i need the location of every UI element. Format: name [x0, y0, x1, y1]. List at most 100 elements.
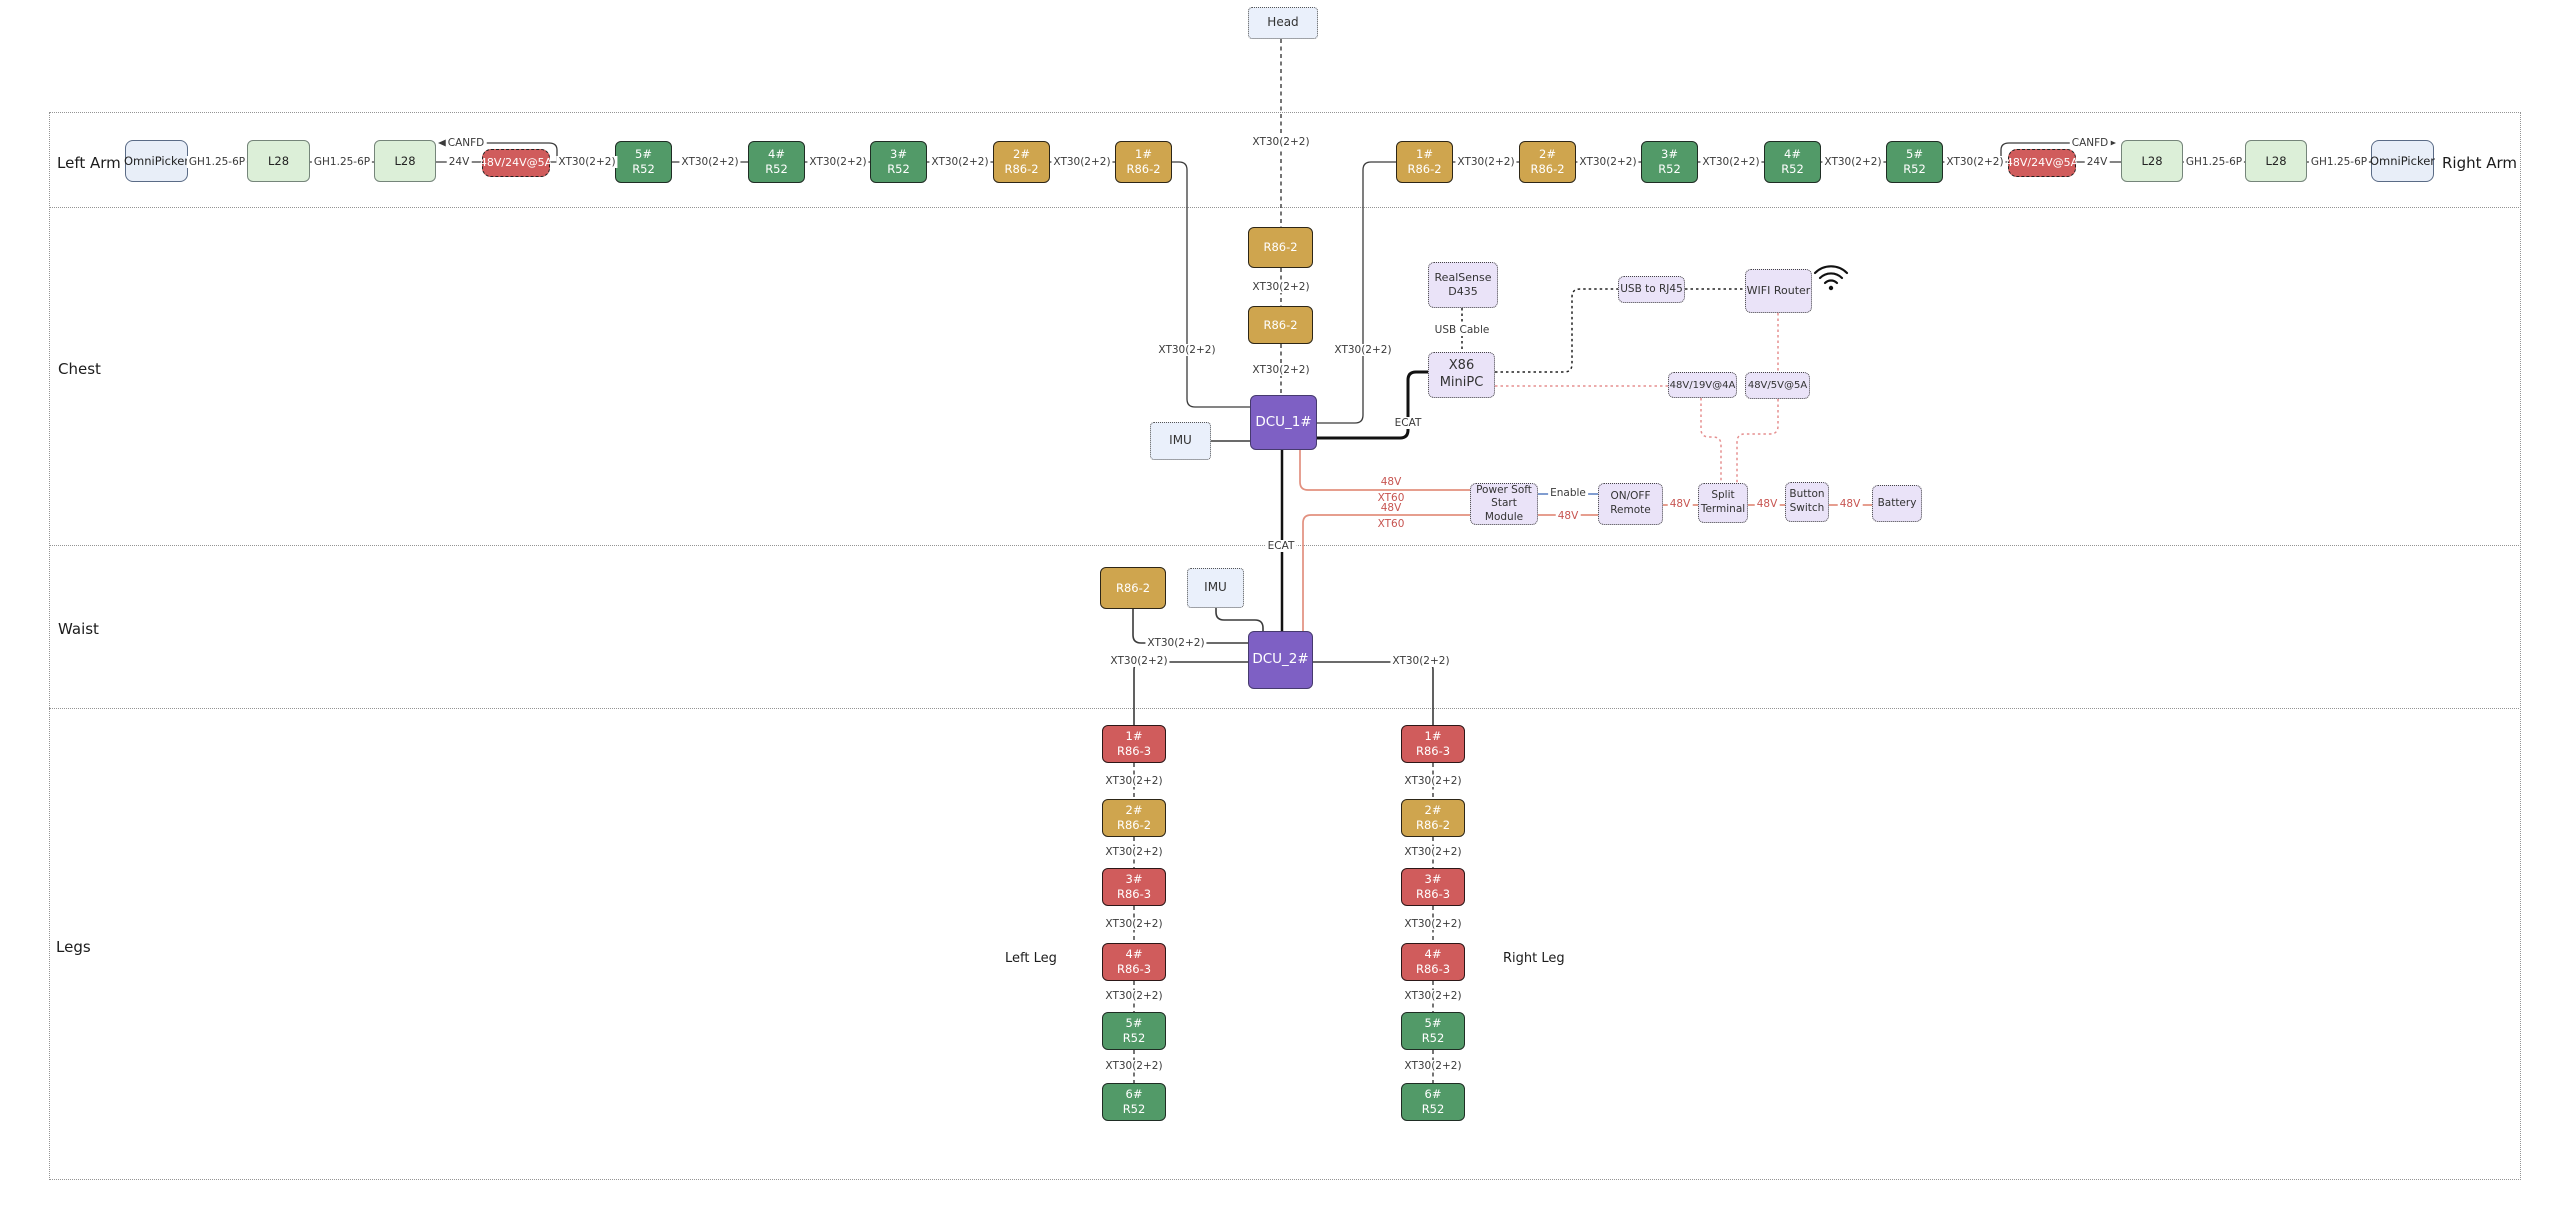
- link-label-gh: GH1.25-6P: [311, 156, 373, 168]
- node-dcdc-19v: 48V/19V@4A: [1668, 372, 1737, 398]
- node-left-leg-motor-2: 2# R86-2: [1102, 799, 1166, 837]
- node-realsense-d435: RealSense D435: [1428, 262, 1498, 308]
- canfd-arrow-left: [438, 138, 448, 148]
- link-label-gh: GH1.25-6P: [2308, 156, 2370, 168]
- link-label-xt30: XT30(2+2): [1822, 156, 1884, 168]
- link-label-xt30: XT30(2+2): [1250, 281, 1312, 293]
- link-label-xt30: XT30(2+2): [1402, 775, 1464, 787]
- node-right-arm-motor-4: 4# R52: [1764, 141, 1821, 183]
- node-right-leg-motor-6: 6# R52: [1401, 1083, 1465, 1121]
- node-split-terminal: Split Terminal: [1698, 483, 1748, 523]
- link-label-xt30: XT30(2+2): [1051, 156, 1113, 168]
- node-right-gripper-l28-2: L28: [2245, 140, 2307, 182]
- section-label-left-arm: Left Arm: [57, 154, 121, 172]
- node-right-gripper-l28-1: L28: [2121, 140, 2183, 182]
- node-left-arm-motor-4: 4# R52: [748, 141, 805, 183]
- power-dotted-lines: [1495, 313, 1779, 483]
- node-head: Head: [1248, 7, 1318, 39]
- node-button-switch: Button Switch: [1785, 482, 1829, 522]
- section-label-waist: Waist: [58, 620, 99, 638]
- section-label-right-arm: Right Arm: [2442, 154, 2518, 172]
- node-usb-to-rj45: USB to RJ45: [1618, 276, 1685, 303]
- node-right-arm-motor-2: 2# R86-2: [1519, 141, 1576, 183]
- link-label-xt30: XT30(2+2): [1103, 775, 1165, 787]
- node-wifi-router: WIFI Router: [1745, 269, 1812, 313]
- node-onoff-remote: ON/OFF Remote: [1598, 483, 1663, 525]
- link-label-xt30: XT30(2+2): [1250, 136, 1312, 148]
- link-label-canfd: CANFD: [2069, 137, 2111, 149]
- node-left-leg-motor-6: 6# R52: [1102, 1083, 1166, 1121]
- section-label-chest: Chest: [58, 360, 101, 378]
- link-label-xt30: XT30(2+2): [1402, 846, 1464, 858]
- dashed-joint-lines: [1133, 39, 1434, 1083]
- node-imu-waist: IMU: [1187, 568, 1244, 608]
- node-left-dcdc-24v: 48V/24V@5A: [480, 149, 552, 177]
- node-right-leg-motor-4: 4# R86-3: [1401, 943, 1465, 981]
- link-label-xt30: XT30(2+2): [679, 156, 741, 168]
- link-label-gh: GH1.25-6P: [2183, 156, 2245, 168]
- link-label-24v: 24V: [446, 156, 472, 168]
- link-label-xt30: XT30(2+2): [1402, 990, 1464, 1002]
- node-right-arm-motor-5: 5# R52: [1886, 141, 1943, 183]
- link-label-xt30: XT30(2+2): [1145, 637, 1207, 649]
- dcu1-to-pssm-48v: [1299, 450, 1470, 491]
- dcu2-to-pssm-48v: [1302, 514, 1470, 631]
- link-label-xt30: XT30(2+2): [1250, 364, 1312, 376]
- link-label-xt30: XT30(2+2): [1577, 156, 1639, 168]
- link-label-xt30: XT30(2+2): [1108, 655, 1170, 667]
- link-label-xt30: XT30(2+2): [1103, 990, 1165, 1002]
- label-right-leg: Right Leg: [1503, 951, 1565, 966]
- link-label-canfd: CANFD: [445, 137, 487, 149]
- label-left-leg: Left Leg: [1005, 951, 1057, 966]
- link-label-xt30: XT30(2+2): [1944, 156, 2006, 168]
- link-label-xt30: XT30(2+2): [1332, 344, 1394, 356]
- node-left-gripper-l28-1: L28: [247, 140, 310, 182]
- left-arm-to-dcu1: [1172, 161, 1250, 408]
- arms-chest-separator: [49, 207, 2519, 208]
- dcdc5-to-split: [1736, 399, 1779, 483]
- link-label-xt30: XT30(2+2): [1402, 918, 1464, 930]
- node-left-omnipicker: OmniPicker: [124, 140, 189, 182]
- node-left-arm-motor-1: 1# R86-2: [1115, 141, 1172, 183]
- node-neck-motor-r86-2-upper: R86-2: [1248, 227, 1313, 268]
- node-left-leg-motor-5: 5# R52: [1102, 1012, 1166, 1050]
- node-x86-minipc: X86 MiniPC: [1428, 352, 1495, 398]
- dcu2-to-left-leg: [1133, 661, 1248, 725]
- link-label-gh: GH1.25-6P: [186, 156, 248, 168]
- node-power-soft-start-module: Power Soft Start Module: [1470, 483, 1538, 525]
- link-label-48v: 48V: [1380, 476, 1402, 488]
- link-label-24v: 24V: [2084, 156, 2110, 168]
- node-dcu-1: DCU_1#: [1250, 395, 1317, 450]
- link-label-48v: 48V: [1555, 510, 1581, 522]
- link-label-ecat: ECAT: [1392, 417, 1424, 429]
- right-arm-to-dcu1: [1317, 161, 1396, 424]
- x86-to-usbrj45: [1495, 288, 1618, 373]
- link-label-usb-cable: USB Cable: [1432, 324, 1492, 336]
- node-left-arm-motor-5: 5# R52: [615, 141, 672, 183]
- wifi-icon: [1813, 265, 1849, 291]
- diagram-outer-border: [49, 112, 2521, 1180]
- waist-legs-separator: [49, 708, 2519, 709]
- link-label-xt30: XT30(2+2): [1700, 156, 1762, 168]
- link-label-xt30: XT30(2+2): [1455, 156, 1517, 168]
- node-dcu-2: DCU_2#: [1248, 631, 1313, 689]
- node-left-leg-motor-1: 1# R86-3: [1102, 725, 1166, 763]
- canfd-line-right: [2000, 142, 2106, 162]
- node-imu-chest: IMU: [1150, 422, 1211, 460]
- link-label-xt30: XT30(2+2): [1103, 846, 1165, 858]
- link-label-48v: 48V: [1380, 502, 1402, 514]
- link-label-xt30: XT30(2+2): [556, 156, 618, 168]
- link-label-xt30: XT30(2+2): [807, 156, 869, 168]
- node-right-leg-motor-5: 5# R52: [1401, 1012, 1465, 1050]
- waist-r86-to-dcu2: [1132, 609, 1248, 644]
- link-label-xt30: XT30(2+2): [1390, 655, 1452, 667]
- node-left-arm-motor-2: 2# R86-2: [993, 141, 1050, 183]
- node-right-leg-motor-3: 3# R86-3: [1401, 868, 1465, 906]
- link-label-xt30: XT30(2+2): [1156, 344, 1218, 356]
- link-label-enable: Enable: [1548, 487, 1588, 499]
- dcdc19-to-split: [1700, 398, 1722, 483]
- node-right-arm-motor-1: 1# R86-2: [1396, 141, 1453, 183]
- node-battery: Battery: [1872, 485, 1922, 522]
- node-right-leg-motor-2: 2# R86-2: [1401, 799, 1465, 837]
